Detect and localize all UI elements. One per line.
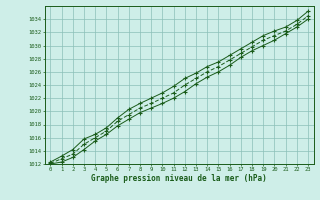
X-axis label: Graphe pression niveau de la mer (hPa): Graphe pression niveau de la mer (hPa) (91, 174, 267, 183)
